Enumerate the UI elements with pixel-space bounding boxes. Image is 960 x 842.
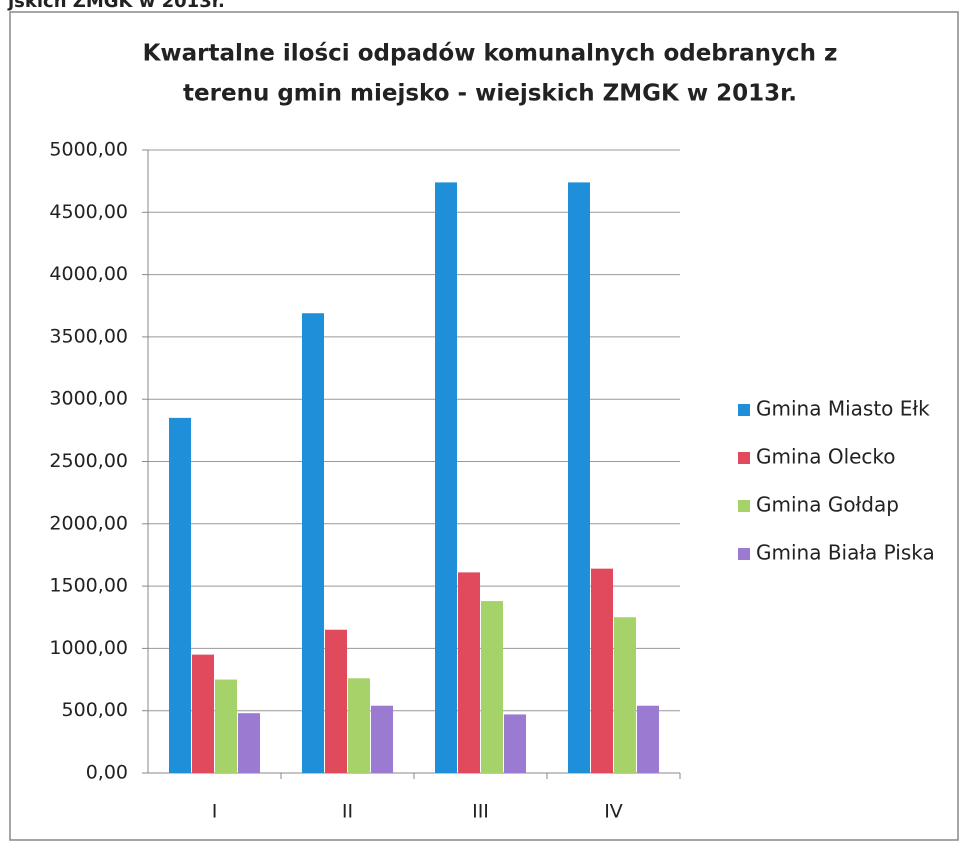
bar <box>215 679 237 773</box>
x-tick-label: II <box>342 801 353 823</box>
y-tick-label: 4000,00 <box>49 263 128 285</box>
x-tick-label: IV <box>604 801 623 823</box>
legend-label: Gmina Olecko <box>756 445 896 469</box>
y-tick-label: 1500,00 <box>49 575 128 597</box>
bar <box>435 182 457 773</box>
chart-title: terenu gmin miejsko - wiejskich ZMGK w 2… <box>183 81 797 107</box>
x-tick-label: I <box>212 801 218 823</box>
y-tick-label: 1000,00 <box>49 637 128 659</box>
y-tick-label: 3500,00 <box>49 325 128 347</box>
y-tick-label: 5000,00 <box>49 139 128 161</box>
legend-label: Gmina Miasto Ełk <box>756 397 930 421</box>
chart-title: Kwartalne ilości odpadów komunalnych ode… <box>143 41 838 67</box>
bar <box>325 629 347 773</box>
y-tick-label: 4500,00 <box>49 201 128 223</box>
legend-swatch <box>738 548 750 560</box>
y-tick-label: 500,00 <box>62 699 128 721</box>
bar <box>637 705 659 773</box>
legend-label: Gmina Biała Piska <box>756 541 935 565</box>
bar <box>458 572 480 773</box>
bar <box>568 182 590 773</box>
bar <box>348 678 370 773</box>
y-tick-label: 3000,00 <box>49 388 128 410</box>
y-tick-label: 2000,00 <box>49 512 128 534</box>
bar <box>504 714 526 773</box>
legend-label: Gmina Gołdap <box>756 493 899 517</box>
bar <box>371 705 393 773</box>
header-fragment: jskich ZMGK w 2013r. <box>7 0 225 12</box>
legend-swatch <box>738 500 750 512</box>
bar <box>238 713 260 773</box>
bar <box>614 617 636 773</box>
x-tick-label: III <box>472 801 489 823</box>
bar <box>169 417 191 773</box>
bar <box>481 601 503 773</box>
y-tick-label: 0,00 <box>86 762 128 784</box>
bar <box>192 654 214 773</box>
bar <box>591 568 613 773</box>
bar <box>302 313 324 773</box>
legend-swatch <box>738 452 750 464</box>
y-tick-label: 2500,00 <box>49 450 128 472</box>
legend-swatch <box>738 404 750 416</box>
